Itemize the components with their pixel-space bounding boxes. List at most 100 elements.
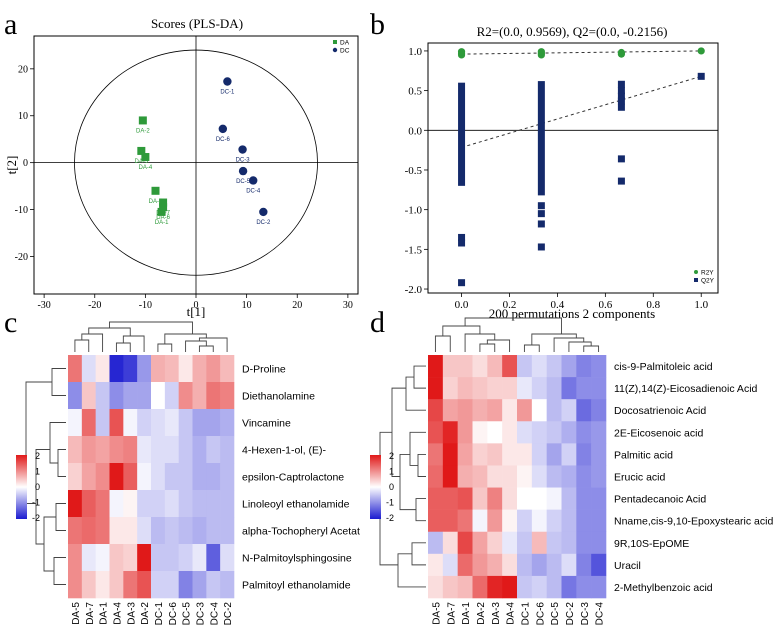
x-tick-label: 0.2 [503, 299, 517, 311]
heatmap-cell [531, 487, 547, 510]
heatmap-cell [164, 490, 179, 518]
heatmap-cell [206, 463, 221, 491]
heatmap-cell [109, 490, 124, 518]
heatmap-cell [95, 382, 110, 410]
chart-c-column-labels: DA-5 DA-7 DA-1 DA-4 DA-3 DA-2 DC-1 DC-6 DC-5 DC-3… [71, 602, 234, 626]
dendrogram-branch [391, 387, 406, 477]
heatmap-cell [502, 553, 518, 577]
dendrogram-branch [399, 453, 416, 511]
heatmap-cell [531, 443, 547, 466]
heatmap-cell [164, 436, 179, 464]
heatmap-cell [517, 531, 533, 555]
heatmap-cell [442, 355, 458, 378]
heatmap-cell [192, 409, 207, 437]
dendrogram-branch [415, 498, 426, 522]
panel-c-heatmap: D-Proline Diethanolamine Vincamine 4-Hexen-… [16, 321, 360, 626]
heatmap-cell [561, 421, 577, 444]
heatmap-cell [109, 382, 124, 410]
heatmap-row-label: Pentadecanoic Acid [614, 494, 706, 506]
chart-d-color-scale: 2 1 0 -1 -2 [370, 451, 394, 523]
heatmap-cell [591, 531, 607, 555]
r2y-point [537, 51, 545, 59]
heatmap-cell [137, 355, 152, 383]
heatmap-cell [561, 399, 577, 422]
heatmap-cell [457, 487, 473, 510]
heatmap-cell [546, 421, 562, 444]
heatmap-cell [428, 575, 444, 599]
q2y-point [617, 103, 625, 111]
heatmap-cell [457, 443, 473, 466]
heatmap-cell [546, 465, 562, 488]
heatmap-column-label: DC-6 [168, 602, 179, 626]
chart-b-r2-regression-line [461, 50, 702, 55]
heatmap-cell [178, 436, 193, 464]
chart-b-legend: R2Y Q2Y [694, 270, 715, 285]
heatmap-cell [517, 399, 533, 422]
heatmap-cell [137, 544, 152, 572]
heatmap-cell [220, 517, 235, 545]
dendrogram-branch [397, 553, 426, 588]
heatmap-cell [531, 377, 547, 400]
heatmap-row-label: cis-9-Palmitoleic acid [614, 361, 713, 373]
y-tick-label: 0 [23, 158, 28, 169]
heatmap-cell [206, 490, 221, 518]
heatmap-cell [151, 517, 166, 545]
heatmap-cell [502, 443, 518, 466]
heatmap-cell [178, 382, 193, 410]
heatmap-cell [123, 409, 138, 437]
dendrogram-branch [411, 542, 426, 566]
q2y-point [458, 233, 466, 241]
heatmap-cell [546, 575, 562, 599]
heatmap-cell [81, 409, 96, 437]
heatmap-cell [123, 382, 138, 410]
dendrogram-branch [486, 339, 511, 352]
heatmap-cell [123, 517, 138, 545]
heatmap-cell [487, 531, 503, 555]
heatmap-cell [164, 544, 179, 572]
color-scale-tick: 0 [35, 482, 40, 492]
chart-d-cells [428, 355, 607, 599]
heatmap-cell [220, 409, 235, 437]
heatmap-cell [151, 571, 166, 599]
heatmap-row-label: Palmitoyl ethanolamide [242, 580, 351, 592]
heatmap-cell [109, 571, 124, 599]
heatmap-cell [206, 409, 221, 437]
da-sample-point [159, 203, 168, 212]
heatmap-cell [151, 355, 166, 383]
chart-a-ylabel: t[2] [4, 156, 19, 175]
color-scale-tick: 2 [35, 451, 40, 461]
y-tick-label: 0.5 [408, 86, 422, 98]
heatmap-cell [192, 463, 207, 491]
color-scale-bar [370, 455, 381, 519]
da-sample-point [157, 207, 166, 216]
heatmap-cell [472, 509, 488, 533]
heatmap-cell [457, 553, 473, 577]
r2y-point [697, 47, 705, 55]
q2y-point [617, 92, 625, 100]
color-scale-tick: 2 [389, 451, 394, 461]
heatmap-column-label: DA-5 [431, 602, 442, 625]
heatmap-cell [151, 490, 166, 518]
heatmap-cell [457, 399, 473, 422]
heatmap-cell [123, 463, 138, 491]
heatmap-cell [442, 377, 458, 400]
x-tick-label: 20 [292, 300, 302, 311]
heatmap-column-label: DC-3 [195, 602, 206, 626]
color-scale-tick: -2 [386, 513, 394, 523]
dendrogram-branch [51, 368, 66, 396]
heatmap-cell [517, 355, 533, 378]
heatmap-row-label: 9R,10S-EpOME [614, 538, 689, 550]
heatmap-cell [137, 490, 152, 518]
heatmap-cell [561, 355, 577, 378]
heatmap-cell [442, 465, 458, 488]
heatmap-cell [502, 377, 518, 400]
sample-point-label: DC-1 [220, 90, 235, 96]
heatmap-cell [151, 544, 166, 572]
sample-point-label: DA-1 [155, 220, 169, 226]
r2y-point [617, 50, 626, 58]
q2y-point [537, 243, 545, 251]
color-scale-tick: 1 [389, 467, 394, 477]
x-tick-label: 0 [194, 300, 199, 311]
heatmap-column-label: DA-2 [476, 602, 487, 625]
heatmap-cell [178, 544, 193, 572]
